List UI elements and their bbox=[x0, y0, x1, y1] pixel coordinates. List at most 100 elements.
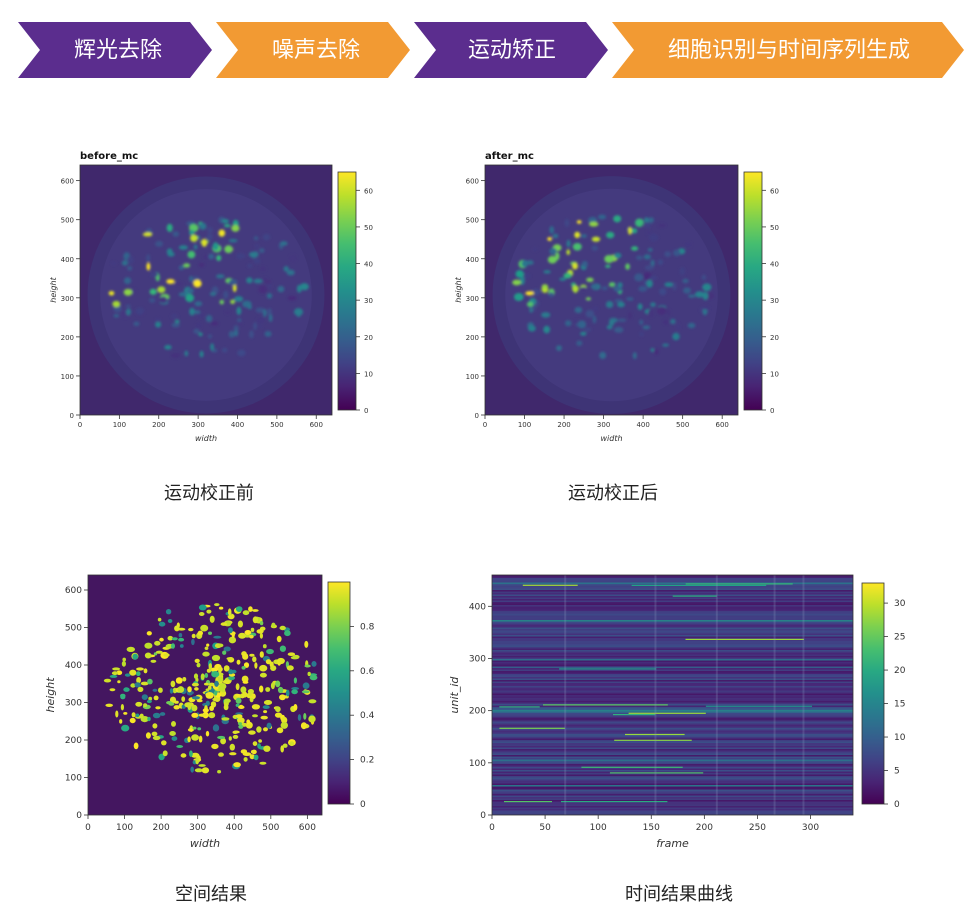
colorbar bbox=[327, 581, 351, 805]
x-tick-label: 100 bbox=[590, 823, 607, 833]
colorbar-tick-label: 0 bbox=[364, 407, 368, 415]
x-tick-label: 0 bbox=[483, 421, 487, 429]
colorbar-tick-label: 10 bbox=[770, 370, 779, 378]
x-tick-label: 50 bbox=[539, 823, 551, 833]
x-tick-label: 200 bbox=[557, 421, 570, 429]
pipeline-step-glow-removal: 辉光去除 bbox=[18, 22, 212, 78]
y-tick-label: 100 bbox=[65, 774, 82, 784]
colorbar-tick-label: 10 bbox=[894, 733, 906, 743]
chart-title: before_mc bbox=[80, 151, 138, 162]
cell-signals bbox=[108, 216, 309, 359]
y-tick-label: 200 bbox=[65, 736, 82, 746]
x-tick-label: 200 bbox=[153, 823, 170, 833]
chart-1: 0 100 200 300 400 500 6000100200300400500600wi… bbox=[49, 151, 373, 443]
x-tick-label: 100 bbox=[113, 421, 126, 429]
colorbar-tick-label: 0.8 bbox=[360, 622, 375, 632]
y-tick-label: 400 bbox=[65, 661, 82, 671]
x-tick-label: 0 bbox=[85, 823, 91, 833]
y-axis-label: height bbox=[44, 677, 57, 713]
x-tick-label: 400 bbox=[231, 421, 244, 429]
y-tick-label: 100 bbox=[466, 373, 479, 381]
colorbar-tick-label: 10 bbox=[364, 370, 373, 378]
x-tick-label: 200 bbox=[152, 421, 165, 429]
y-tick-label: 300 bbox=[65, 699, 82, 709]
y-tick-label: 300 bbox=[466, 295, 479, 303]
chart-3: 0 100 200 300 400 500 600 0 100 200 300 400 500 600 wi… bbox=[44, 574, 375, 850]
x-axis-label: width bbox=[600, 434, 622, 443]
colorbar-tick-label: 0.4 bbox=[360, 711, 375, 721]
x-axis-label: width bbox=[190, 837, 220, 850]
x-tick-label: 400 bbox=[636, 421, 649, 429]
y-axis-label: unit_id bbox=[448, 676, 461, 714]
colorbar-tick-label: 30 bbox=[364, 297, 373, 305]
x-tick-label: 100 bbox=[518, 421, 531, 429]
cell-footprints bbox=[103, 603, 318, 774]
pipeline: 辉光去除 噪声去除 运动矫正 细胞识别与时间序列生成 bbox=[18, 22, 964, 78]
cell-signals bbox=[512, 214, 715, 360]
axes-frame bbox=[484, 164, 739, 416]
colorbar-tick-label: 30 bbox=[770, 297, 779, 305]
colorbar-tick-label: 0 bbox=[770, 407, 774, 415]
y-tick-label: 0 bbox=[475, 412, 479, 420]
caption-temporal-result: 时间结果曲线 bbox=[625, 884, 733, 905]
colorbar-tick-label: 15 bbox=[894, 700, 905, 710]
pipeline-step-1-shape bbox=[18, 22, 212, 78]
pipeline-step-motion-correction: 运动矫正 bbox=[414, 22, 608, 78]
charts: 0 100 200 300 400 500 6000100200300400500600wi… bbox=[44, 151, 906, 850]
colorbar-tick-label: 50 bbox=[364, 224, 373, 232]
colorbar-tick-label: 50 bbox=[770, 224, 779, 232]
y-tick-label: 600 bbox=[61, 178, 74, 186]
field-of-view-inner bbox=[100, 189, 312, 401]
y-tick-label: 500 bbox=[466, 217, 479, 225]
x-tick-label: 300 bbox=[189, 823, 206, 833]
y-tick-label: 400 bbox=[466, 256, 479, 264]
plot-content bbox=[87, 176, 325, 414]
y-tick-label: 100 bbox=[469, 759, 486, 769]
colorbar bbox=[337, 171, 357, 411]
plot-content bbox=[492, 575, 853, 815]
x-tick-label: 500 bbox=[262, 823, 279, 833]
x-tick-label: 600 bbox=[310, 421, 323, 429]
y-tick-label: 0 bbox=[76, 811, 82, 821]
y-tick-label: 0 bbox=[480, 811, 486, 821]
y-tick-label: 600 bbox=[65, 586, 82, 596]
x-tick-label: 600 bbox=[299, 823, 316, 833]
axes-frame bbox=[79, 164, 333, 416]
colorbar-tick-label: 20 bbox=[364, 334, 373, 342]
x-tick-label: 300 bbox=[802, 823, 819, 833]
colorbar bbox=[743, 171, 763, 411]
colorbar-tick-label: 0.6 bbox=[360, 667, 375, 677]
chart-title: after_mc bbox=[485, 151, 534, 162]
pipeline-step-2-shape bbox=[216, 22, 410, 78]
x-tick-label: 300 bbox=[597, 421, 610, 429]
x-tick-label: 100 bbox=[116, 823, 133, 833]
y-tick-label: 400 bbox=[61, 256, 74, 264]
pipeline-step-4-shape bbox=[612, 22, 964, 78]
colorbar-tick-label: 0 bbox=[894, 800, 900, 810]
x-tick-label: 600 bbox=[716, 421, 729, 429]
axes-frame bbox=[491, 574, 854, 816]
x-tick-label: 300 bbox=[191, 421, 204, 429]
x-axis-label: width bbox=[195, 434, 217, 443]
pipeline-step-noise-removal: 噪声去除 bbox=[216, 22, 410, 78]
y-tick-label: 500 bbox=[65, 624, 82, 634]
colorbar-tick-label: 20 bbox=[894, 666, 906, 676]
caption-spatial-result: 空间结果 bbox=[175, 884, 247, 905]
plot-content bbox=[103, 603, 318, 774]
plot-content bbox=[492, 176, 731, 414]
pipeline-step-2-label: 噪声去除 bbox=[272, 38, 360, 63]
y-tick-label: 200 bbox=[466, 334, 479, 342]
y-tick-label: 200 bbox=[61, 334, 74, 342]
x-tick-label: 0 bbox=[489, 823, 495, 833]
colorbar-tick-label: 20 bbox=[770, 334, 779, 342]
y-tick-label: 400 bbox=[469, 602, 486, 612]
x-tick-label: 500 bbox=[676, 421, 689, 429]
colorbar-tick-label: 0.2 bbox=[360, 756, 374, 766]
y-tick-label: 100 bbox=[61, 373, 74, 381]
x-axis-label: frame bbox=[656, 837, 689, 850]
x-tick-label: 400 bbox=[226, 823, 243, 833]
pipeline-step-cell-identification: 细胞识别与时间序列生成 bbox=[612, 22, 964, 78]
y-tick-label: 0 bbox=[70, 412, 74, 420]
y-tick-label: 500 bbox=[61, 217, 74, 225]
